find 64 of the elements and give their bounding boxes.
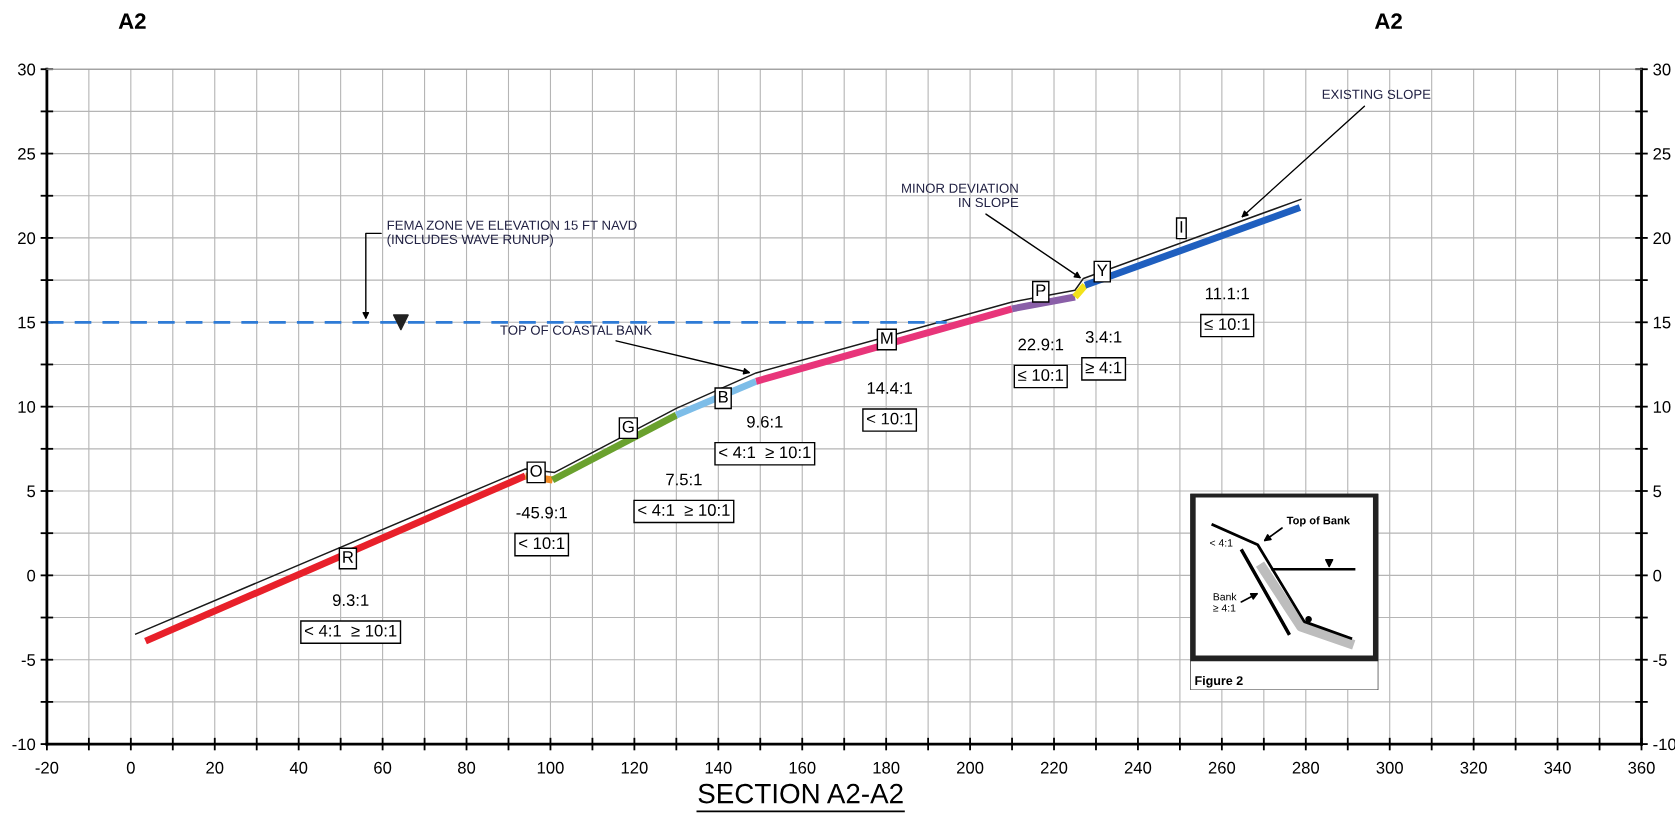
series-label: Y: [1097, 264, 1108, 276]
y-tick-label: 0: [27, 569, 36, 582]
x-tick-label: 100: [537, 761, 564, 774]
y-tick-label: 30: [17, 63, 36, 76]
x-tick-label: 140: [705, 761, 732, 774]
x-tick-label: 160: [789, 761, 816, 774]
annotation: TOP OF COASTAL BANK: [500, 325, 652, 335]
y2-tick-label: 25: [1653, 147, 1671, 160]
x-tick-label: 20: [206, 761, 224, 774]
x-tick-label: 0: [126, 761, 135, 774]
y2-tick-label: 5: [1653, 485, 1662, 498]
annotation: Top of Bank: [1286, 516, 1351, 527]
series-label: I: [1180, 221, 1183, 233]
annotation: Figure 2: [1195, 675, 1243, 688]
x-tick-label: 200: [957, 761, 984, 774]
annotation: 11.1:1 ≤ 10:1: [1204, 287, 1250, 331]
x-tick-label: 120: [621, 761, 648, 774]
text: SECTION A2-A2: [698, 783, 903, 804]
annotation: 3.4:1 ≥ 4:1: [1085, 330, 1122, 374]
x-tick-label: 80: [457, 761, 476, 774]
x-tick-label: 280: [1292, 761, 1320, 774]
x-tick-label: 260: [1208, 761, 1236, 774]
x-tick-label: 300: [1376, 761, 1403, 774]
y2-tick-label: 10: [1653, 401, 1671, 413]
y-tick-label: 20: [18, 232, 36, 245]
y-tick-label: 5: [27, 485, 36, 498]
series-label: O: [530, 465, 542, 477]
x-tick-label: 360: [1628, 761, 1655, 774]
x-tick-label: 220: [1040, 761, 1068, 774]
annotation: Bank ≥ 4:1: [1213, 592, 1237, 612]
y-tick-label: -5: [21, 654, 36, 666]
text: A2: [118, 13, 146, 29]
annotation: 9.3:1 < 4:1 ≥ 10:1: [304, 594, 397, 637]
x-tick-label: 240: [1124, 761, 1152, 774]
x-tick-label: 40: [289, 761, 308, 774]
y-tick-label: -10: [12, 738, 36, 751]
annotation: MINOR DEVIATION IN SLOPE: [902, 183, 1019, 208]
annotation: 9.6:1 < 4:1 ≥ 10:1: [719, 415, 811, 459]
series-label: M: [881, 332, 893, 344]
y2-tick-label: 15: [1653, 316, 1671, 329]
text: A2: [1374, 13, 1402, 29]
annotation: EXISTING SLOPE: [1322, 89, 1431, 99]
y2-tick-label: 0: [1653, 569, 1662, 582]
y-tick-label: 15: [18, 316, 36, 329]
x-tick-label: 340: [1544, 761, 1571, 774]
series-label: G: [622, 420, 634, 433]
series-label: R: [343, 551, 354, 563]
y-tick-label: 10: [18, 401, 36, 413]
annotation: 14.4:1 < 10:1: [867, 382, 913, 425]
y2-tick-label: -5: [1653, 654, 1667, 666]
annotation: -45.9:1 < 10:1: [516, 506, 567, 550]
x-tick-label: 60: [374, 761, 392, 774]
annotation: 7.5:1 < 4:1 ≥ 10:1: [638, 473, 730, 516]
y2-tick-label: 20: [1653, 232, 1671, 245]
series-label: P: [1036, 284, 1046, 297]
series-label: B: [718, 391, 728, 403]
annotation: 22.9:1 ≤ 10:1: [1018, 338, 1064, 381]
y2-tick-label: 30: [1653, 63, 1671, 76]
x-tick-label: -20: [35, 761, 59, 774]
ref-line-label: FEMA ZONE VE ELEVATION 15 FT NAVD (INCLUDES WAVE RUNUP): [387, 220, 637, 247]
annotation: < 4:1: [1210, 539, 1233, 547]
x-tick-label: 320: [1460, 761, 1487, 774]
x-tick-label: 180: [873, 761, 900, 774]
y-tick-label: 25: [18, 147, 36, 160]
